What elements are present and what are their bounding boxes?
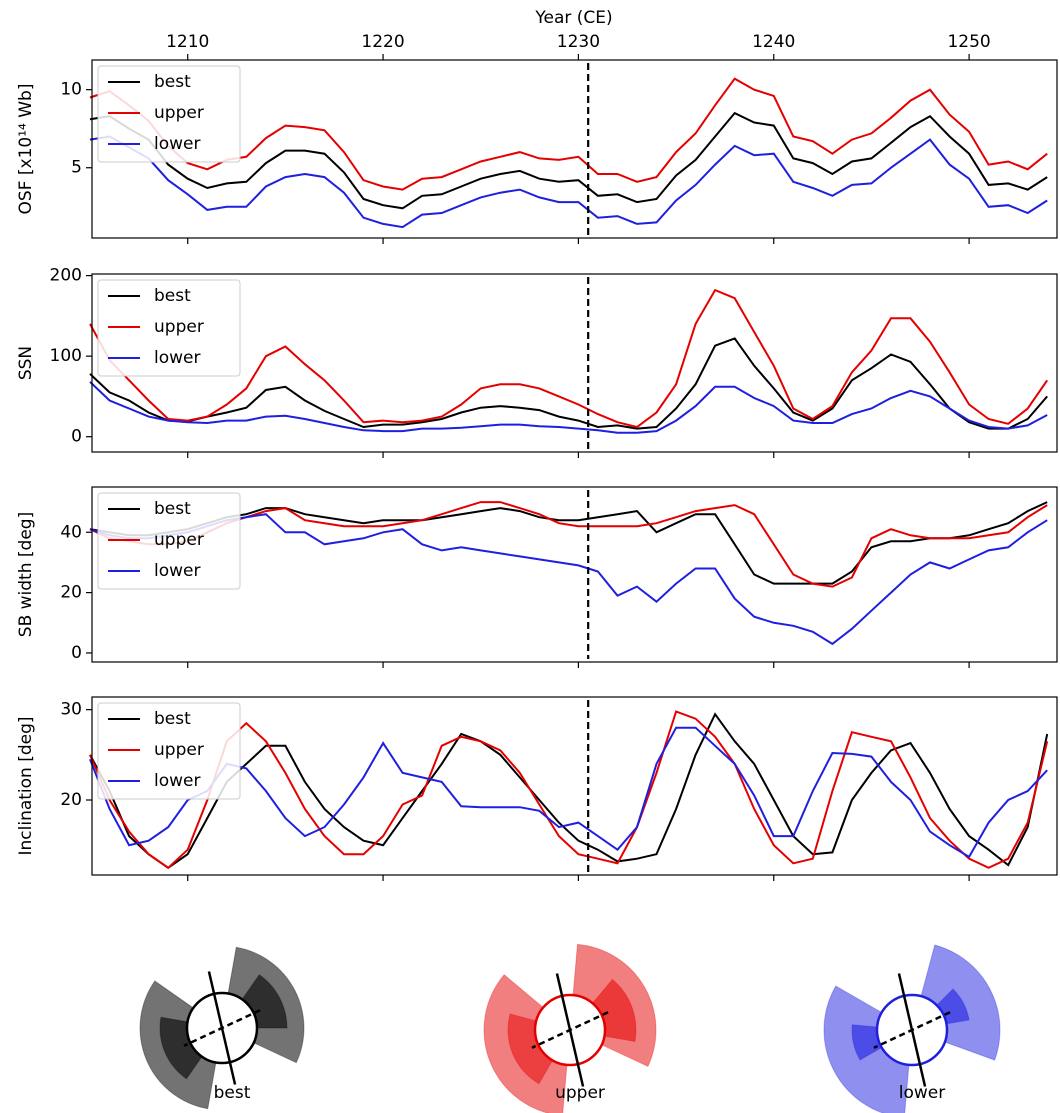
y-axis-label: Inclination [deg] <box>16 716 36 855</box>
plot-frame <box>91 59 1058 239</box>
legend-label: upper <box>154 740 204 760</box>
plot-frame <box>91 486 1058 663</box>
series-line <box>89 712 1049 870</box>
x-tick-label: 1250 <box>947 32 990 52</box>
y-axis-label: SB width [deg] <box>16 512 36 637</box>
diagram-label: lower <box>899 1083 945 1103</box>
legend-box <box>97 279 241 377</box>
legend-label: lower <box>154 348 200 368</box>
legend-box <box>97 702 241 800</box>
legend-label: best <box>154 72 191 92</box>
x-tick-label: 1230 <box>557 32 600 52</box>
series-line <box>89 288 1049 429</box>
field-diagram <box>823 944 1001 1113</box>
dipole-axis <box>183 1009 261 1047</box>
legend-label: upper <box>154 317 204 337</box>
x-axis-label: Year (CE) <box>534 8 612 28</box>
y-tick-label: 20 <box>60 583 82 603</box>
legend-label: lower <box>154 134 200 154</box>
y-axis-label: OSF [x10¹⁴ Wb] <box>16 84 36 215</box>
y-tick-label: 10 <box>60 80 82 100</box>
series-line <box>89 111 1048 210</box>
field-diagram <box>483 943 657 1113</box>
series-line <box>89 77 1048 191</box>
field-diagram <box>139 946 305 1110</box>
y-tick-label: 100 <box>50 346 82 366</box>
y-tick-label: 30 <box>60 700 82 720</box>
series-line <box>89 501 1048 585</box>
diagram-label: upper <box>555 1083 605 1103</box>
legend-label: best <box>154 709 191 729</box>
legend-label: lower <box>154 771 200 791</box>
y-tick-label: 200 <box>50 266 82 286</box>
series-line <box>89 710 1049 870</box>
y-tick-label: 0 <box>71 427 82 447</box>
x-tick-label: 1210 <box>166 32 209 52</box>
legend-label: upper <box>154 103 204 123</box>
plot-frame <box>91 273 1058 453</box>
series-line <box>89 135 1048 229</box>
series-line <box>89 337 1048 430</box>
x-tick-label: 1240 <box>752 32 795 52</box>
y-tick-label: 20 <box>60 790 82 810</box>
y-tick-label: 5 <box>71 158 82 178</box>
y-axis-label: SSN <box>16 346 36 380</box>
series-line <box>89 726 1048 859</box>
diagram-label: best <box>214 1083 251 1103</box>
y-tick-label: 0 <box>71 643 82 663</box>
legend-label: lower <box>154 561 200 581</box>
series-line <box>89 381 1048 434</box>
series-line <box>89 513 1048 646</box>
dipole-axis <box>873 1011 951 1049</box>
x-tick-label: 1220 <box>361 32 404 52</box>
plot-frame <box>91 696 1058 876</box>
legend-label: upper <box>154 530 204 550</box>
dipole-axis <box>531 1011 609 1049</box>
y-tick-label: 40 <box>60 522 82 542</box>
legend-box <box>97 65 241 163</box>
legend-box <box>97 492 241 590</box>
legend-label: best <box>154 286 191 306</box>
legend-label: best <box>154 499 191 519</box>
